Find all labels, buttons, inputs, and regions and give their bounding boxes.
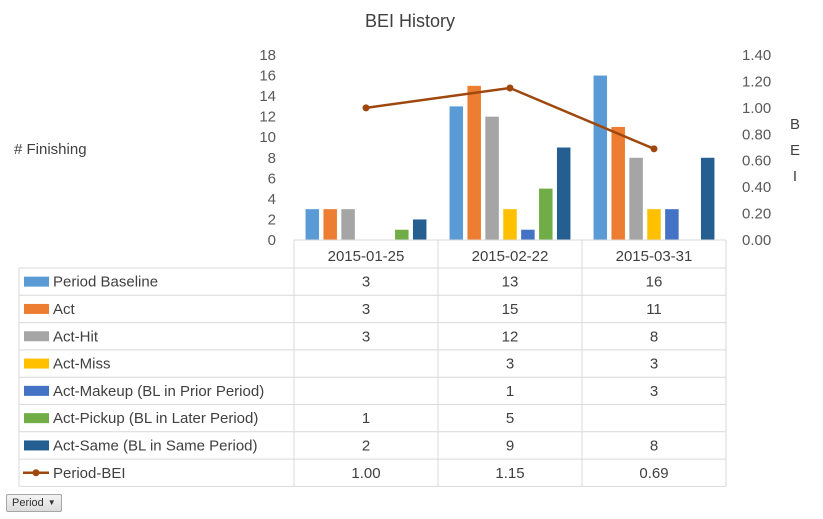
bar	[449, 106, 464, 240]
bar	[341, 209, 355, 240]
y2-tick-label: 1.00	[742, 100, 771, 117]
legend-label: Act-Pickup (BL in Later Period)	[53, 410, 258, 427]
legend-swatch	[24, 413, 49, 424]
table-cell-value: 1	[362, 410, 370, 427]
legend-swatch	[24, 331, 49, 342]
legend-label: Act-Makeup (BL in Prior Period)	[53, 383, 264, 400]
legend-label: Period Baseline	[53, 274, 158, 291]
table-cell-value: 5	[506, 410, 514, 427]
table-cell-value: 9	[506, 437, 514, 454]
legend-swatch	[24, 385, 49, 396]
legend-label: Act	[53, 301, 76, 318]
bar	[647, 209, 661, 240]
x-category-label: 2015-01-25	[328, 248, 405, 265]
table-cell-value: 2	[362, 437, 370, 454]
data-table: 2015-01-25 2015-02-22 2015-03-31 Period Bas…	[18, 239, 727, 487]
bei-line	[362, 84, 658, 153]
bar	[665, 209, 679, 240]
y-axis-ticks: 0 2 4 6 8 10 12 14 16 18	[259, 47, 276, 249]
chart-title: BEI History	[365, 11, 455, 31]
y-tick-label: 6	[268, 170, 276, 187]
table-cell-value: 11	[646, 301, 662, 318]
bar	[611, 126, 625, 240]
x-category-label: 2015-02-22	[472, 248, 549, 265]
table-cell-value: 1.15	[495, 465, 524, 482]
legend-swatch	[24, 440, 49, 451]
y2-axis-label: BEI	[790, 116, 800, 185]
table-cell-value: 0.69	[639, 465, 668, 482]
y-tick-label: 12	[259, 109, 276, 126]
y2-tick-label: 1.40	[742, 47, 771, 64]
legend-swatch	[24, 358, 49, 369]
legend-label: Period-BEI	[53, 465, 126, 482]
bar-series	[305, 75, 715, 240]
y2-axis-ticks: 0.00 0.20 0.40 0.60 0.80 1.00 1.20 1.40	[742, 47, 771, 249]
bar	[629, 157, 643, 240]
table-cell-value: 12	[502, 328, 519, 345]
bar	[556, 147, 571, 240]
y-tick-label: 10	[259, 129, 276, 146]
y-tick-label: 4	[268, 191, 276, 208]
bar	[503, 209, 517, 240]
bei-point	[362, 104, 370, 112]
bar	[467, 85, 481, 240]
bar	[485, 116, 499, 240]
table-cell-value: 13	[502, 274, 519, 291]
table-cell-value: 3	[506, 356, 514, 373]
bei-point	[506, 84, 514, 92]
legend-swatch	[24, 303, 49, 314]
y-tick-label: 0	[268, 232, 276, 249]
bar	[539, 188, 553, 240]
table-cell-value: 15	[502, 301, 519, 318]
bar	[323, 209, 337, 240]
y2-axis-label-char: B	[790, 116, 800, 133]
legend-swatch	[24, 276, 49, 287]
table-cell-value: 8	[650, 328, 658, 345]
table-cell-value: 8	[650, 437, 658, 454]
table-cell-value: 3	[362, 301, 370, 318]
legend-label: Act-Miss	[53, 356, 111, 373]
table-cell-value: 3	[650, 356, 658, 373]
y2-tick-label: 0.20	[742, 206, 771, 223]
table-cell-value: 16	[646, 274, 663, 291]
bar	[521, 229, 535, 240]
y2-tick-label: 1.20	[742, 73, 771, 90]
period-filter-label: Period	[12, 497, 44, 509]
period-filter-button[interactable]: Period ▼	[6, 494, 62, 512]
bei-line-path	[365, 86, 655, 150]
y-tick-label: 14	[259, 88, 276, 105]
legend-point-key	[32, 469, 40, 477]
table-cell-value: 1	[506, 383, 514, 400]
table-cell-value: 1.00	[351, 465, 380, 482]
table-cell-value: 3	[650, 383, 658, 400]
bar	[593, 75, 608, 240]
y2-tick-label: 0.00	[742, 232, 771, 249]
y-tick-label: 8	[268, 150, 276, 167]
y-axis-label: # Finishing	[14, 141, 87, 158]
chevron-down-icon: ▼	[47, 498, 56, 507]
y2-tick-label: 0.40	[742, 179, 771, 196]
y-tick-label: 18	[259, 47, 276, 64]
legend-label: Act-Same (BL in Same Period)	[53, 437, 258, 454]
table-cell-value: 3	[362, 328, 370, 345]
table-cell-value: 3	[362, 274, 370, 291]
y2-tick-label: 0.60	[742, 153, 771, 170]
y2-axis-label-char: E	[790, 142, 800, 159]
x-category-label: 2015-03-31	[616, 248, 693, 265]
legend-label: Act-Hit	[53, 328, 99, 345]
bar	[305, 209, 320, 240]
bei-point	[650, 145, 658, 153]
y2-tick-label: 0.80	[742, 126, 771, 143]
y2-axis-label-char: I	[793, 168, 797, 185]
bar	[412, 219, 427, 240]
bar	[700, 157, 715, 240]
y-tick-label: 16	[259, 68, 276, 85]
y-tick-label: 2	[268, 211, 276, 228]
bar	[395, 229, 409, 240]
